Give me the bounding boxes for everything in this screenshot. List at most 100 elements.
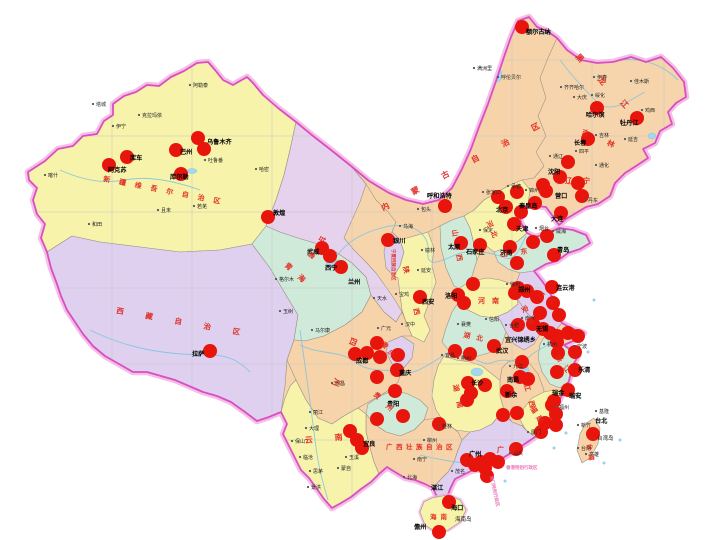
river-lancang (299, 329, 329, 501)
city-marker (464, 386, 478, 400)
town-dot (290, 439, 294, 443)
lake-xingkai (647, 132, 657, 140)
city-label: 阿克苏 (108, 166, 127, 174)
town-label: 九江 (513, 363, 523, 370)
city-marker (355, 441, 369, 455)
city-label: 石家庄 (465, 248, 485, 256)
city-marker (360, 346, 374, 360)
city-marker (466, 277, 480, 291)
city-marker (546, 296, 560, 310)
city-label: 南昌 (507, 376, 519, 384)
town-dot (456, 356, 460, 360)
city-marker (169, 143, 183, 157)
city-marker (203, 344, 217, 358)
town-label: 阿勒泰 (193, 82, 208, 89)
city-label: 济南 (500, 249, 512, 257)
town-dot (402, 475, 406, 479)
town-dot (400, 322, 404, 326)
town-dot (481, 190, 485, 194)
city-marker (348, 347, 362, 361)
town-label: 乌海 (403, 223, 413, 230)
city-label: 营口 (555, 192, 567, 200)
city-marker (174, 167, 188, 181)
city-label: 宜兴锦绣乡 (505, 336, 536, 344)
town-label: 宁波 (577, 343, 587, 350)
town-label: 延安 (421, 267, 431, 274)
city-marker (478, 378, 492, 392)
city-label: 秦皇岛 (518, 202, 538, 210)
town-label: 喀什 (48, 172, 58, 179)
town-dot (43, 173, 47, 177)
town-dot (508, 451, 512, 455)
city-marker (561, 155, 575, 169)
town-label: 台南 (581, 445, 591, 452)
city-marker (590, 101, 604, 115)
city-marker (197, 142, 211, 156)
town-label: 佳木斯 (634, 78, 649, 85)
city-label: 库车 (130, 154, 142, 162)
city-marker (370, 336, 384, 350)
city-marker (581, 132, 595, 146)
town-dot (330, 381, 334, 385)
city-label: 洛阳 (445, 292, 457, 300)
town-dot (576, 446, 580, 450)
town-dot (576, 423, 580, 427)
city-marker (545, 280, 559, 294)
city-label: 连云港 (556, 284, 575, 292)
national-border (27, 16, 687, 509)
city-marker (530, 290, 544, 304)
province-label: 台湾 (585, 443, 597, 465)
city-label: 呼和浩特 (427, 192, 453, 200)
town-dot (472, 66, 476, 70)
city-marker (510, 256, 524, 270)
city-marker (521, 372, 535, 386)
city-label: 郑州 (518, 286, 530, 294)
city-label: 武汉 (496, 347, 509, 355)
city-marker (487, 339, 501, 353)
town-label: 玉溪 (349, 454, 359, 461)
town-dot (420, 248, 424, 252)
town-dot (554, 405, 558, 409)
city-marker (561, 383, 575, 397)
city-marker (102, 158, 116, 172)
town-dot (592, 75, 596, 79)
province-shanxi (439, 215, 478, 291)
city-marker (586, 427, 600, 441)
river-tarim (59, 169, 201, 191)
city-marker (473, 238, 487, 252)
province-xinjiang (28, 61, 297, 253)
city-marker (388, 384, 402, 398)
city-marker (549, 407, 563, 421)
city-marker (381, 233, 395, 247)
town-label: 福州 (559, 404, 569, 411)
town-label: 绥化 (595, 92, 605, 99)
town-dot (440, 353, 444, 357)
town-dot (450, 469, 454, 473)
town-label: 大庆 (577, 94, 587, 101)
city-marker (120, 150, 134, 164)
town-dot (526, 430, 530, 434)
town-dot (394, 292, 398, 296)
town-label: 丹东 (588, 197, 598, 204)
town-dot (344, 455, 348, 459)
city-marker (550, 335, 564, 349)
town-label: 格尔木 (279, 276, 294, 283)
city-label: 湛江 (431, 484, 444, 492)
city-marker (550, 365, 564, 379)
city-marker (454, 236, 468, 250)
town-label: 基隆 (599, 408, 609, 415)
town-label: 厦门 (531, 429, 541, 436)
city-marker (507, 217, 521, 231)
town-dot (274, 277, 278, 281)
town-label: 西昌 (335, 381, 345, 387)
town-label: 天水 (377, 295, 387, 302)
town-label: 保定 (483, 227, 493, 234)
island-label: 海南岛 (455, 515, 472, 523)
town-dot (398, 224, 402, 228)
town-label: 荆州 (461, 355, 471, 362)
town-label: 杭州 (547, 341, 557, 348)
lake-bosten (186, 168, 198, 174)
city-label: 台北 (595, 417, 608, 425)
